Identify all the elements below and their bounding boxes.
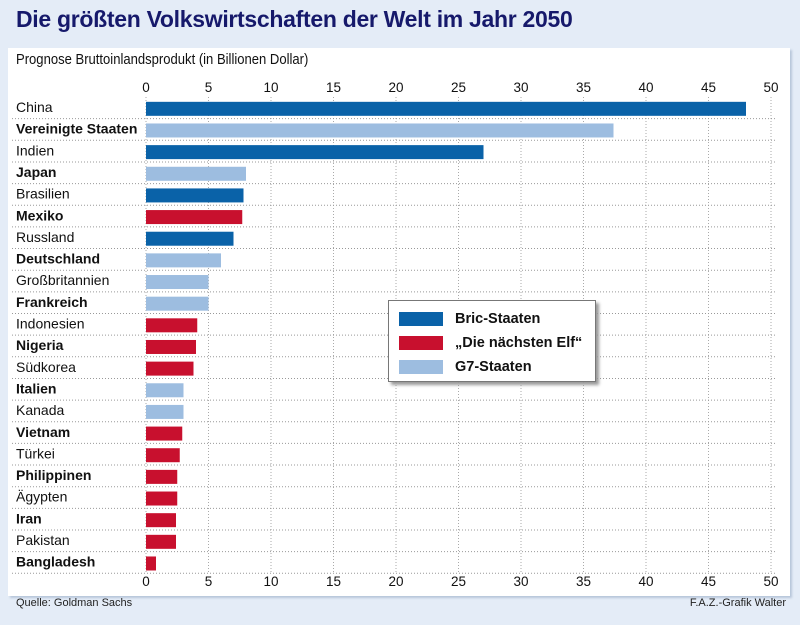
x-tick-label-top: 45 (701, 80, 716, 95)
legend-swatch (399, 336, 443, 350)
bar-pakistan (146, 534, 176, 549)
category-label: Türkei (16, 445, 55, 461)
x-tick-label-top: 5 (205, 80, 213, 95)
legend-label: „Die nächsten Elf“ (455, 335, 583, 351)
chart-subtitle: Prognose Bruttoinlandsprodukt (in Billio… (16, 52, 309, 68)
bar-philippinen (146, 469, 178, 484)
bar-indonesien (146, 318, 198, 333)
bar-vereinigte staaten (146, 123, 614, 138)
category-label: Philippinen (16, 467, 91, 483)
category-label: Kanada (16, 402, 64, 418)
bar-indien (146, 145, 484, 160)
category-label: Pakistan (16, 532, 70, 548)
bar-brasilien (146, 188, 244, 203)
category-label: Frankreich (16, 294, 88, 310)
bar-china (146, 101, 746, 116)
category-label: Italien (16, 380, 56, 396)
legend-swatch (399, 360, 443, 374)
x-tick-label-top: 40 (638, 80, 653, 95)
category-label: Südkorea (16, 359, 76, 375)
category-label: Mexiko (16, 207, 63, 223)
x-tick-label-top: 50 (763, 80, 778, 95)
bar-iran (146, 513, 176, 528)
bar-japan (146, 166, 246, 181)
legend: Bric-Staaten „Die nächsten Elf“ G7-Staaten (388, 300, 596, 382)
x-tick-label-bottom: 0 (142, 574, 150, 589)
category-label: Ägypten (16, 489, 67, 505)
bar-vietnam (146, 426, 183, 441)
bar-ägypten (146, 491, 178, 506)
legend-item-n11: „Die nächsten Elf“ (399, 333, 582, 353)
x-tick-label-bottom: 40 (638, 574, 653, 589)
x-tick-label-top: 35 (576, 80, 591, 95)
category-label: Großbritannien (16, 272, 109, 288)
x-tick-label-bottom: 20 (388, 574, 403, 589)
source-note: Quelle: Goldman Sachs (16, 597, 133, 609)
legend-item-g7: G7-Staaten (399, 357, 532, 377)
category-label: Russland (16, 229, 74, 245)
x-tick-label-bottom: 10 (263, 574, 278, 589)
category-label: China (16, 99, 53, 115)
legend-label: Bric-Staaten (455, 311, 541, 327)
bar-südkorea (146, 361, 194, 376)
x-tick-label-top: 25 (451, 80, 466, 95)
x-tick-label-bottom: 25 (451, 574, 466, 589)
x-tick-label-bottom: 35 (576, 574, 591, 589)
x-tick-label-bottom: 15 (326, 574, 341, 589)
x-tick-label-top: 30 (513, 80, 528, 95)
legend-swatch (399, 312, 443, 326)
category-label: Brasilien (16, 186, 70, 202)
bar-nigeria (146, 339, 196, 354)
x-tick-label-top: 0 (142, 80, 150, 95)
category-label: Japan (16, 164, 56, 180)
bar-kanada (146, 404, 184, 419)
bar-mexiko (146, 210, 243, 225)
category-label: Vereinigte Staaten (16, 121, 137, 137)
bar-frankreich (146, 296, 209, 311)
x-tick-label-bottom: 50 (763, 574, 778, 589)
legend-item-bric: Bric-Staaten (399, 309, 540, 329)
bar-italien (146, 383, 184, 398)
bar-großbritannien (146, 275, 209, 290)
bar-deutschland (146, 253, 221, 268)
legend-label: G7-Staaten (455, 359, 532, 375)
bar-russland (146, 231, 234, 246)
credit-note: F.A.Z.-Grafik Walter (689, 597, 786, 609)
category-label: Bangladesh (16, 554, 95, 570)
category-label: Iran (16, 510, 42, 526)
category-label: Vietnam (16, 424, 70, 440)
category-label: Indien (16, 142, 54, 158)
category-label: Deutschland (16, 251, 100, 267)
x-tick-label-top: 10 (263, 80, 278, 95)
category-label: Nigeria (16, 337, 64, 353)
chart-title: Die größten Volkswirtschaften der Welt i… (16, 6, 573, 32)
category-label: Indonesien (16, 316, 85, 332)
bar-bangladesh (146, 556, 156, 571)
x-tick-label-bottom: 30 (513, 574, 528, 589)
x-tick-label-bottom: 45 (701, 574, 716, 589)
x-tick-label-top: 15 (326, 80, 341, 95)
x-tick-label-top: 20 (388, 80, 403, 95)
x-tick-label-bottom: 5 (205, 574, 213, 589)
bar-türkei (146, 448, 180, 463)
